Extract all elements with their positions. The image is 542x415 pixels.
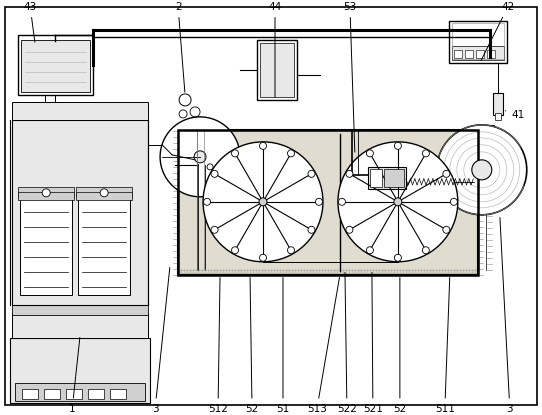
Bar [495,113,501,120]
Bar [487,50,495,58]
Circle shape [366,247,373,254]
Text: 1: 1 [69,337,80,414]
Bar [66,388,82,399]
Bar [368,167,406,189]
Circle shape [287,247,294,254]
Bar [257,40,297,100]
Circle shape [366,150,373,157]
Bar [476,50,484,58]
Bar [88,388,104,399]
Text: 41: 41 [506,110,525,120]
Bar [12,305,148,315]
Bar [370,169,382,187]
Text: 3: 3 [152,268,170,414]
Circle shape [260,254,267,261]
Circle shape [450,198,457,205]
Circle shape [204,198,210,205]
Bar [76,187,132,197]
Circle shape [315,198,322,205]
Bar [454,50,462,58]
Circle shape [260,142,267,149]
Text: 2: 2 [175,2,185,92]
Circle shape [346,226,353,233]
Circle shape [211,226,218,233]
Text: 522: 522 [337,273,357,414]
Circle shape [231,150,238,157]
Text: 511: 511 [435,278,455,414]
Text: 53: 53 [343,2,357,152]
Bar [452,46,504,60]
Circle shape [422,247,429,254]
Text: 43: 43 [24,2,37,42]
Text: 513: 513 [307,278,339,414]
Bar [15,383,145,400]
Text: 3: 3 [500,217,513,414]
Bar [20,195,72,295]
Bar [78,195,130,295]
Circle shape [287,150,294,157]
Circle shape [394,198,402,206]
Bar [110,388,126,399]
Circle shape [308,226,315,233]
Circle shape [338,142,458,262]
Circle shape [443,226,450,233]
Text: 521: 521 [363,273,383,414]
Text: 42: 42 [481,2,514,61]
Circle shape [211,170,218,177]
Circle shape [100,189,108,197]
Circle shape [194,151,206,163]
Bar [12,120,148,305]
Bar [21,40,90,92]
Circle shape [160,117,240,197]
Circle shape [231,247,238,254]
Circle shape [338,198,345,205]
Bar [449,21,507,63]
Text: 44: 44 [268,2,282,97]
Bar [18,192,74,200]
Bar [178,130,478,275]
Text: 52: 52 [393,278,406,414]
Circle shape [422,150,429,157]
Bar [12,102,148,120]
Circle shape [203,142,323,262]
Bar [493,93,503,115]
Bar [181,133,475,272]
Bar [22,388,38,399]
Bar [384,169,404,187]
Circle shape [395,142,402,149]
Bar [465,50,473,58]
Circle shape [472,160,492,180]
Circle shape [437,125,527,215]
Bar [452,23,504,59]
Circle shape [207,164,213,170]
Bar [76,192,132,200]
Circle shape [42,189,50,197]
Bar [18,187,74,197]
Circle shape [179,110,187,118]
Circle shape [308,170,315,177]
Circle shape [443,170,450,177]
Circle shape [346,170,353,177]
Text: 512: 512 [208,278,228,414]
Bar [44,388,60,399]
Bar [18,35,93,95]
Circle shape [179,94,191,106]
Text: 51: 51 [276,278,289,414]
Bar [260,43,294,97]
Circle shape [259,198,267,206]
Circle shape [395,254,402,261]
Bar [12,313,148,338]
Bar [178,130,478,275]
Bar [10,338,150,403]
Text: 52: 52 [246,278,259,414]
Circle shape [190,107,200,117]
